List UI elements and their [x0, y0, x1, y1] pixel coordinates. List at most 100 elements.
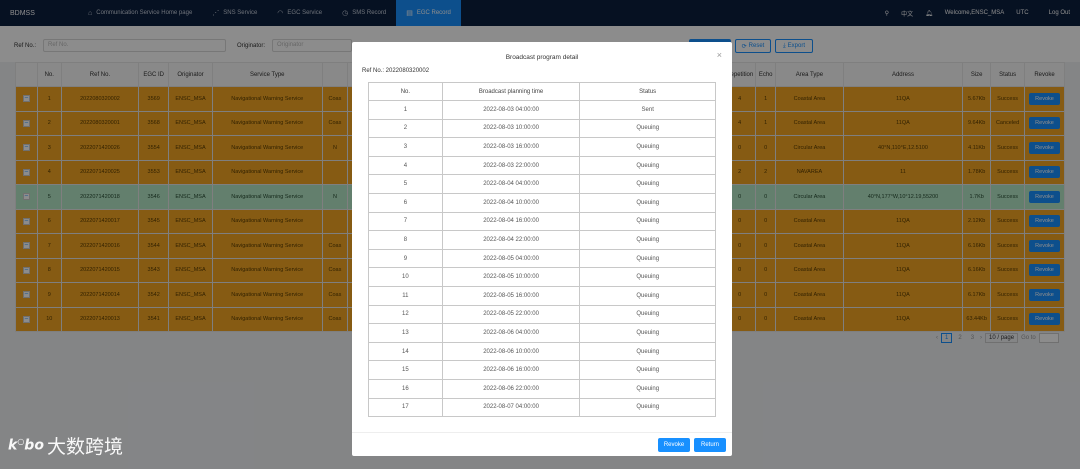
schedule-row: 12 2022-08-05 22:00:00 Queuing: [368, 304, 716, 325]
close-icon[interactable]: ×: [716, 50, 722, 60]
cell-orig: ENSC_MSA: [168, 282, 213, 308]
cell-time: 2022-08-04 10:00:00: [441, 192, 581, 213]
nav-item-sns-service[interactable]: ⋰ SNS Service: [202, 0, 267, 26]
nav-item-communication-service-home-page[interactable]: ⌂ Communication Service Home page: [78, 0, 202, 26]
col-originator: Originator: [168, 62, 213, 87]
pagination: ‹ 1 2 3 › 10 / page Go to: [936, 333, 1059, 343]
cell-orig: ENSC_MSA: [168, 110, 213, 136]
row-revoke-button[interactable]: Revoke: [1029, 190, 1060, 203]
row-revoke-button[interactable]: Revoke: [1029, 141, 1060, 154]
cell-echo: 0: [755, 135, 777, 161]
row-revoke-button[interactable]: Revoke: [1029, 313, 1060, 326]
cell-no: 4: [368, 155, 443, 176]
cell-time: 2022-08-05 04:00:00: [441, 248, 581, 269]
cell-svc: Navigational Warning Service: [211, 233, 323, 259]
cell-echo: 0: [755, 184, 777, 210]
col-ref-no: Ref No.: [60, 62, 140, 87]
col-address: Address: [842, 62, 964, 87]
cell-time: 2022-08-03 22:00:00: [441, 155, 581, 176]
cell-echo: 2: [755, 159, 777, 185]
row-revoke-button[interactable]: Revoke: [1029, 288, 1060, 301]
logout-link[interactable]: Log Out: [1048, 10, 1070, 16]
nav-item-egc-record[interactable]: ▤ EGC Record: [396, 0, 461, 26]
row-checkbox[interactable]: –: [22, 95, 30, 103]
cell-size: 4.11Kb: [962, 135, 992, 161]
row-checkbox[interactable]: –: [22, 193, 30, 201]
cell-status: Queuing: [579, 397, 716, 418]
modal-title: Broadcast program detail: [505, 54, 579, 61]
cell-orig: ENSC_MSA: [168, 86, 213, 112]
cell-time: 2022-08-03 16:00:00: [441, 137, 581, 157]
row-revoke-button[interactable]: Revoke: [1029, 264, 1060, 277]
search-icon[interactable]: ⚲: [884, 10, 890, 17]
cell-size: 5.67Kb: [962, 86, 992, 112]
cell-svc2: Coas: [321, 257, 349, 283]
cell-time: 2022-08-05 22:00:00: [441, 304, 581, 325]
cell-status: Success: [990, 257, 1026, 283]
prev-page-icon[interactable]: ‹: [936, 335, 938, 341]
cell-svc: Navigational Warning Service: [211, 86, 323, 112]
reset-button[interactable]: ⟳ Reset: [735, 39, 771, 53]
cell-ref: 2022071420026: [60, 135, 140, 161]
nav-item-label: EGC Record: [416, 10, 451, 16]
goto-input[interactable]: [1038, 333, 1059, 343]
export-button[interactable]: ⤓ Export: [775, 39, 813, 53]
cell-revoke: Revoke: [1024, 306, 1065, 332]
cell-egc: 3541: [138, 306, 170, 332]
col-service-type: Service Type: [211, 62, 323, 87]
cell-echo: 0: [755, 306, 777, 332]
col-planning-time: Broadcast planning time: [441, 82, 581, 101]
ref-no-input[interactable]: Ref No.: [43, 39, 226, 52]
row-revoke-button[interactable]: Revoke: [1029, 117, 1060, 130]
cell-status: Queuing: [579, 192, 716, 213]
cell-addr: 11QA: [842, 282, 964, 308]
cell-revoke: Revoke: [1024, 233, 1065, 259]
nav-item-label: Communication Service Home page: [96, 10, 193, 16]
page-size-select[interactable]: 10 / page: [985, 333, 1019, 343]
cell-addr: 11QA: [842, 208, 964, 234]
page-3[interactable]: 3: [970, 335, 975, 341]
cell-echo: 0: [755, 233, 777, 259]
cell-status: Queuing: [579, 137, 716, 157]
page-1[interactable]: 1: [941, 333, 953, 343]
next-page-icon[interactable]: ›: [980, 335, 983, 341]
welcome-text: Welcome,ENSC_MSA: [944, 10, 1005, 16]
row-checkbox[interactable]: –: [22, 168, 30, 176]
nav-item-sms-record[interactable]: ◷ SMS Record: [332, 0, 396, 26]
cell-chk: –: [15, 110, 38, 136]
row-revoke-button[interactable]: Revoke: [1029, 166, 1060, 179]
row-checkbox[interactable]: –: [22, 119, 30, 127]
originator-input[interactable]: Originator: [272, 39, 352, 52]
row-checkbox[interactable]: –: [22, 291, 30, 299]
cell-status: Queuing: [579, 267, 716, 287]
language-toggle[interactable]: 中文: [901, 11, 914, 18]
cell-echo: 0: [755, 257, 777, 283]
row-revoke-button[interactable]: Revoke: [1029, 239, 1060, 252]
cell-status: Success: [990, 306, 1026, 332]
nav-item-egc-service[interactable]: ◠ EGC Service: [267, 0, 332, 26]
cell-status: Success: [990, 233, 1026, 259]
cell-revoke: Revoke: [1024, 159, 1065, 185]
revoke-button[interactable]: Revoke: [658, 438, 690, 452]
row-checkbox[interactable]: –: [22, 242, 30, 250]
timezone-label: UTC: [1016, 10, 1029, 16]
refresh-icon: ⟳: [741, 43, 747, 50]
row-revoke-button[interactable]: Revoke: [1029, 215, 1060, 228]
cell-size: 6.16Kb: [962, 257, 992, 283]
page-2[interactable]: 2: [958, 335, 962, 341]
cell-revoke: Revoke: [1024, 135, 1065, 161]
bell-icon[interactable]: 🔔︎: [925, 10, 933, 17]
return-button[interactable]: Return: [694, 438, 726, 452]
row-checkbox[interactable]: –: [22, 266, 30, 274]
cell-egc: 3546: [138, 184, 170, 210]
row-revoke-button[interactable]: Revoke: [1029, 92, 1060, 105]
cell-no: 3: [36, 135, 62, 161]
cell-no: 11: [368, 285, 443, 306]
cell-status: Canceled: [990, 110, 1026, 136]
cell-area: Coastal Area: [775, 86, 844, 112]
row-checkbox[interactable]: –: [22, 315, 30, 323]
document-icon: ▤: [406, 10, 413, 17]
col-select: [15, 62, 38, 87]
row-checkbox[interactable]: –: [22, 144, 30, 152]
row-checkbox[interactable]: –: [22, 217, 30, 225]
